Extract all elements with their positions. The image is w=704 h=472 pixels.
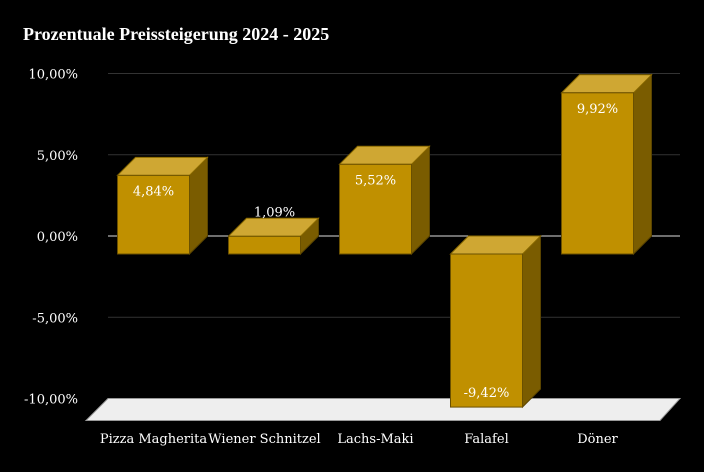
y-tick-label: 10,00% [28, 68, 78, 83]
y-tick-label: -10,00% [24, 393, 78, 408]
data-label: 1,09% [254, 205, 295, 220]
data-label: 5,52% [355, 173, 396, 188]
x-tick-label: Wiener Schnitzel [208, 432, 320, 447]
x-tick-label: Lachs-Maki [337, 432, 413, 447]
bar-side [411, 145, 430, 256]
x-tick-label: Falafel [464, 432, 508, 447]
bar [561, 92, 634, 255]
bar [339, 163, 412, 255]
chart-title: Prozentuale Preissteigerung 2024 - 2025 [23, 24, 330, 44]
data-label: -9,42% [464, 386, 510, 401]
y-tick-label: -5,00% [32, 311, 78, 326]
y-tick-label: 5,00% [37, 149, 78, 164]
bar [117, 174, 190, 255]
x-tick-label: Pizza Magherita [100, 432, 208, 447]
bar [228, 235, 301, 255]
bar-side [633, 73, 652, 256]
bar-side [522, 234, 541, 409]
chart-floor [84, 398, 682, 421]
y-tick-label: 0,00% [37, 230, 78, 245]
data-label: 4,84% [133, 184, 174, 199]
bar [450, 253, 523, 408]
x-tick-label: Döner [577, 432, 618, 447]
data-label: 9,92% [577, 102, 618, 117]
